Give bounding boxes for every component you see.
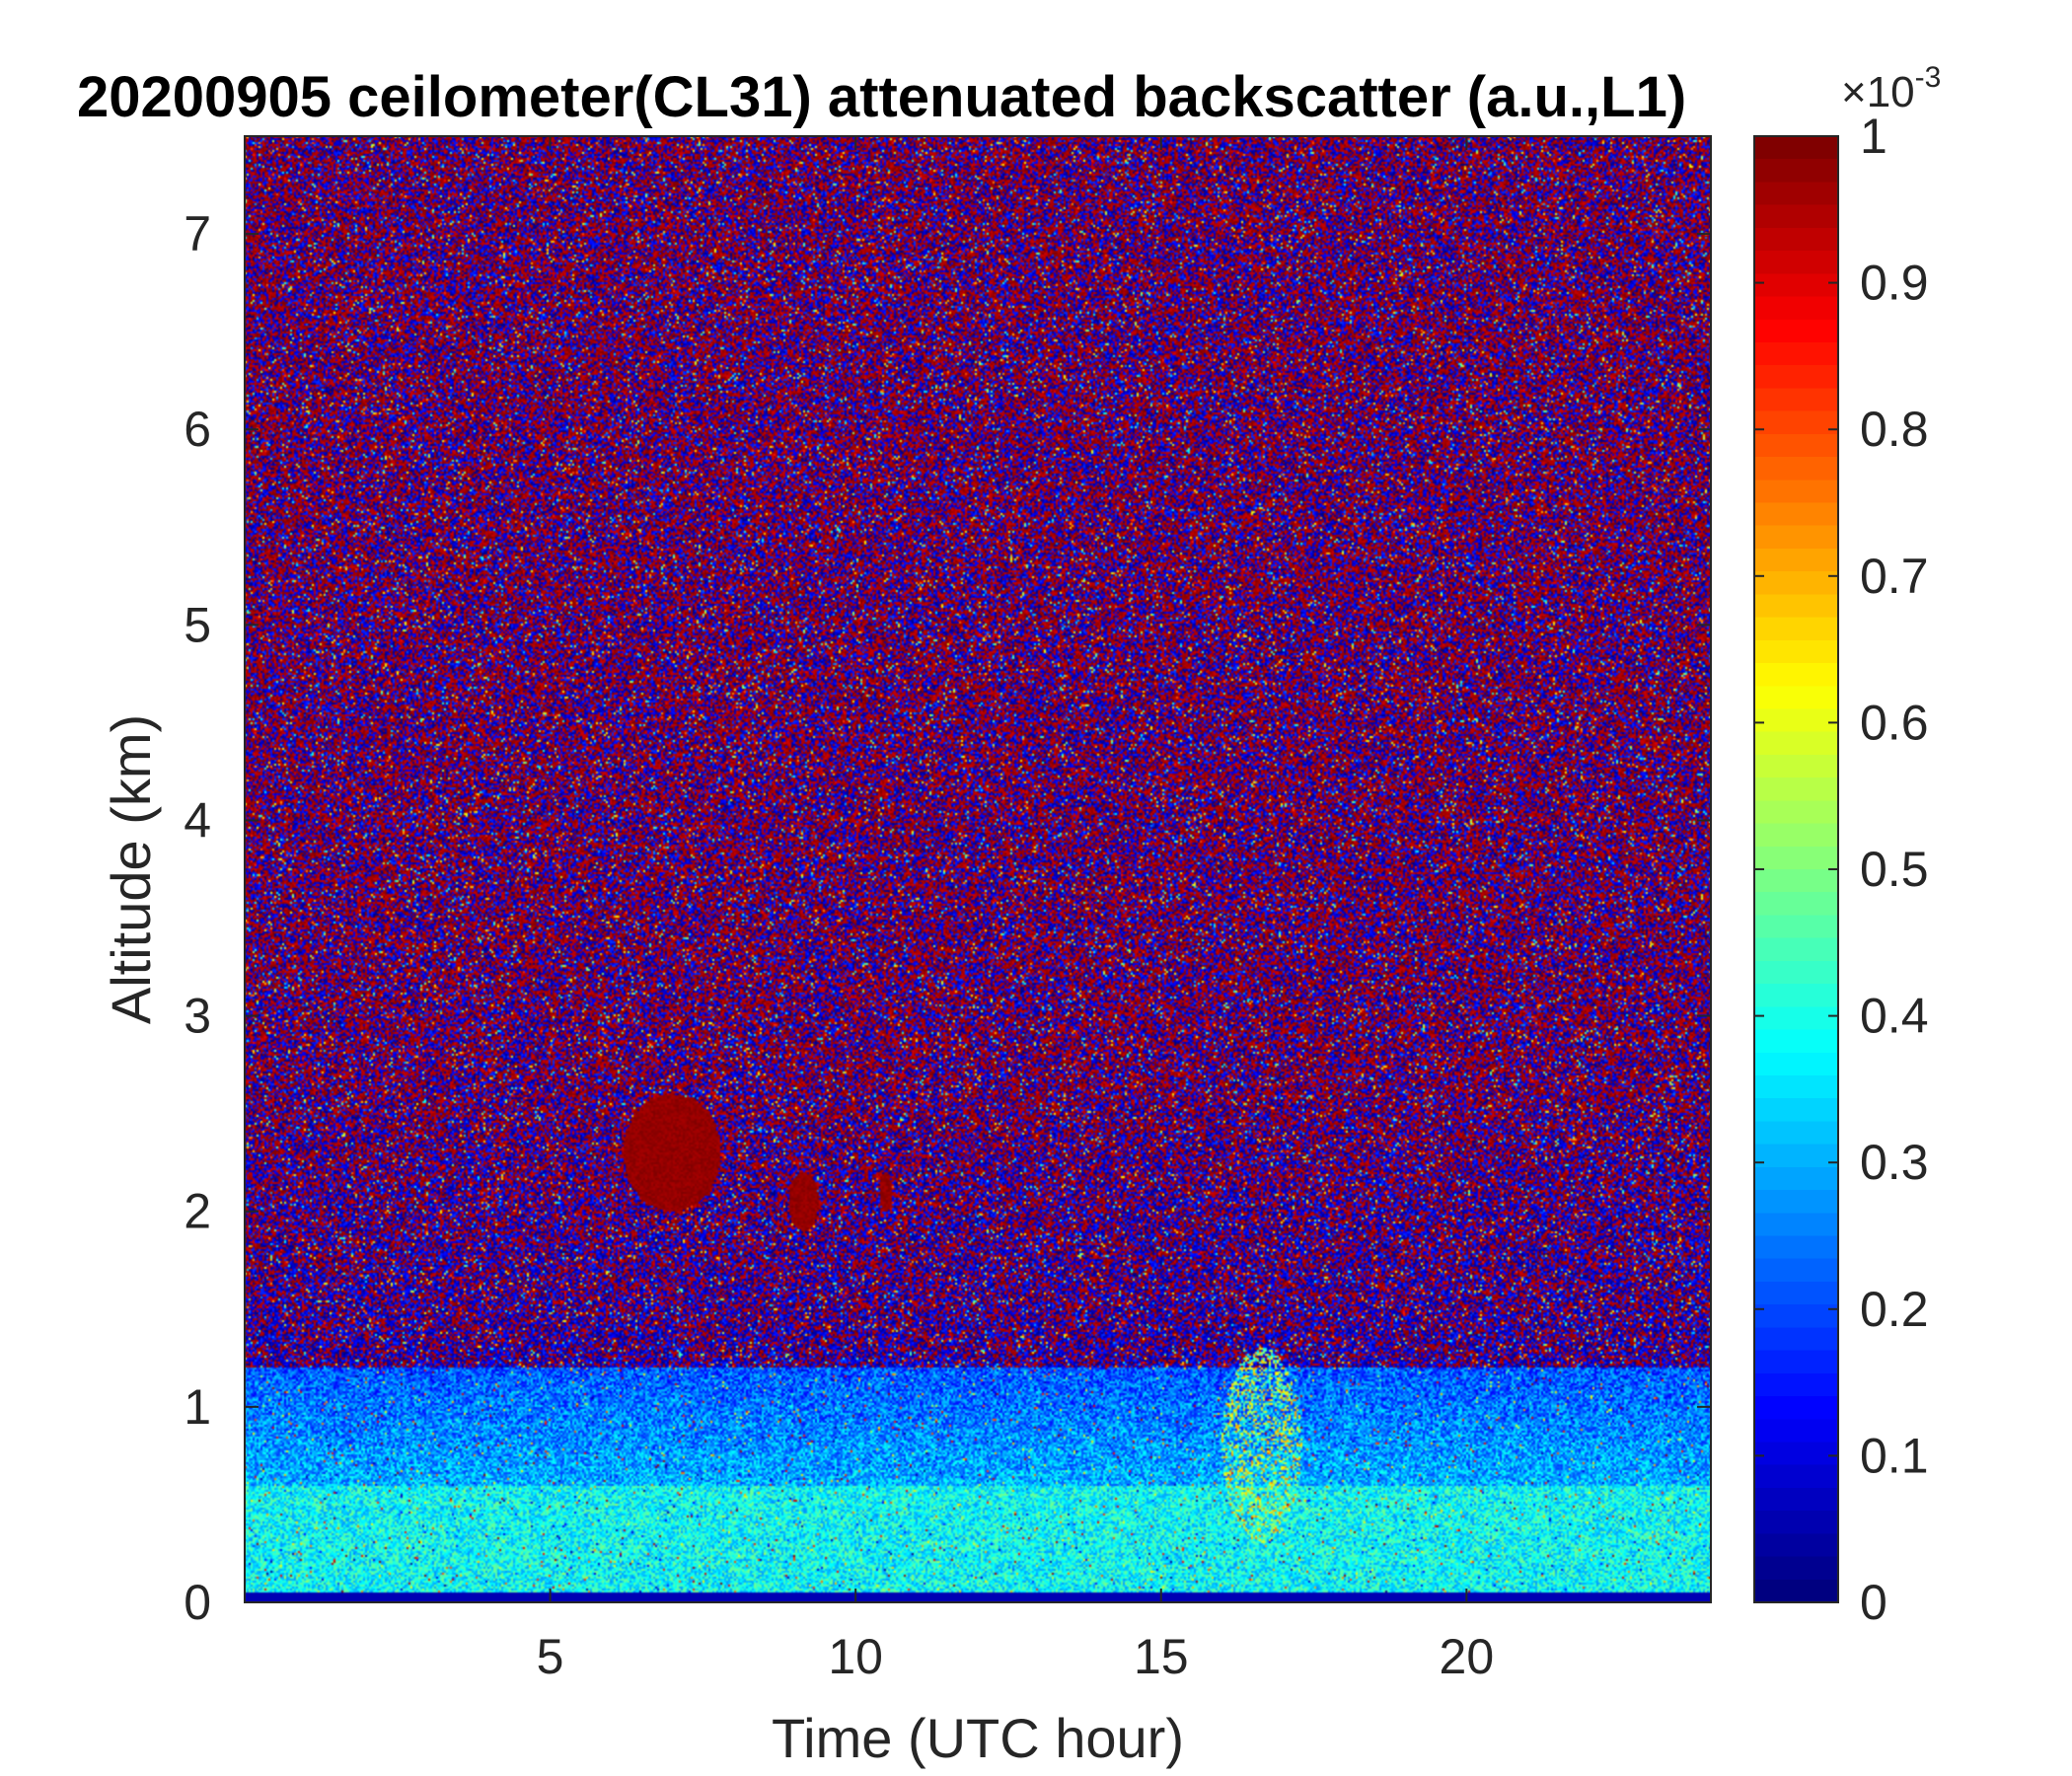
y-tick-label: 5 [184,597,211,652]
colorbar-tick-label: 0.1 [1860,1428,1929,1483]
colorbar-tick-label: 0.2 [1860,1282,1929,1337]
y-axis: 0 1 2 3 4 5 6 7 [184,206,1711,1630]
colorbar-exponent-base: ×10 [1841,68,1915,116]
colorbar-tick-label: 0.3 [1860,1135,1929,1190]
x-tick-label: 15 [1134,1629,1189,1684]
y-axis-label: Altitude (km) [100,714,162,1024]
y-tick-label: 2 [184,1184,211,1239]
colorbar-tick-label: 0.5 [1860,842,1929,897]
x-axis-label: Time (UTC hour) [772,1707,1184,1769]
x-axis: 5 10 15 20 [537,136,1494,1684]
y-tick-label: 7 [184,206,211,261]
y-tick-label: 6 [184,402,211,457]
colorbar-tick-label: 0.8 [1860,402,1929,457]
x-tick-label: 5 [537,1629,564,1684]
colorbar-tick-label: 0.4 [1860,989,1929,1044]
y-tick-label: 0 [184,1575,211,1630]
plot-area [244,135,1712,1603]
colorbar-tick-label: 0.6 [1860,695,1929,750]
y-tick-label: 3 [184,989,211,1044]
x-tick-label: 10 [828,1629,883,1684]
colorbar-gradient [1754,136,1838,1602]
colorbar-exponent: ×10-3 [1841,61,1941,116]
colorbar-exponent-power: -3 [1915,61,1942,94]
y-tick-label: 4 [184,792,211,848]
colorbar-tick-label: 0 [1860,1575,1887,1630]
y-tick-label: 1 [184,1379,211,1435]
colorbar-tick-label: 1 [1860,109,1887,164]
colorbar-ticks: 0 0.1 0.2 0.3 0.4 0.5 0.6 0.7 0.8 0.9 1 [1754,109,1929,1630]
colorbar-tick-label: 0.7 [1860,549,1929,604]
x-tick-label: 20 [1440,1629,1495,1684]
chart-title: 20200905 ceilometer(CL31) attenuated bac… [77,65,1686,129]
colorbar: 0 0.1 0.2 0.3 0.4 0.5 0.6 0.7 0.8 0.9 1 ×10-3 [1753,61,1941,1630]
colorbar-tick-label: 0.9 [1860,256,1929,311]
plot-frame [244,135,1712,1603]
heatmap-image [245,136,1711,1602]
